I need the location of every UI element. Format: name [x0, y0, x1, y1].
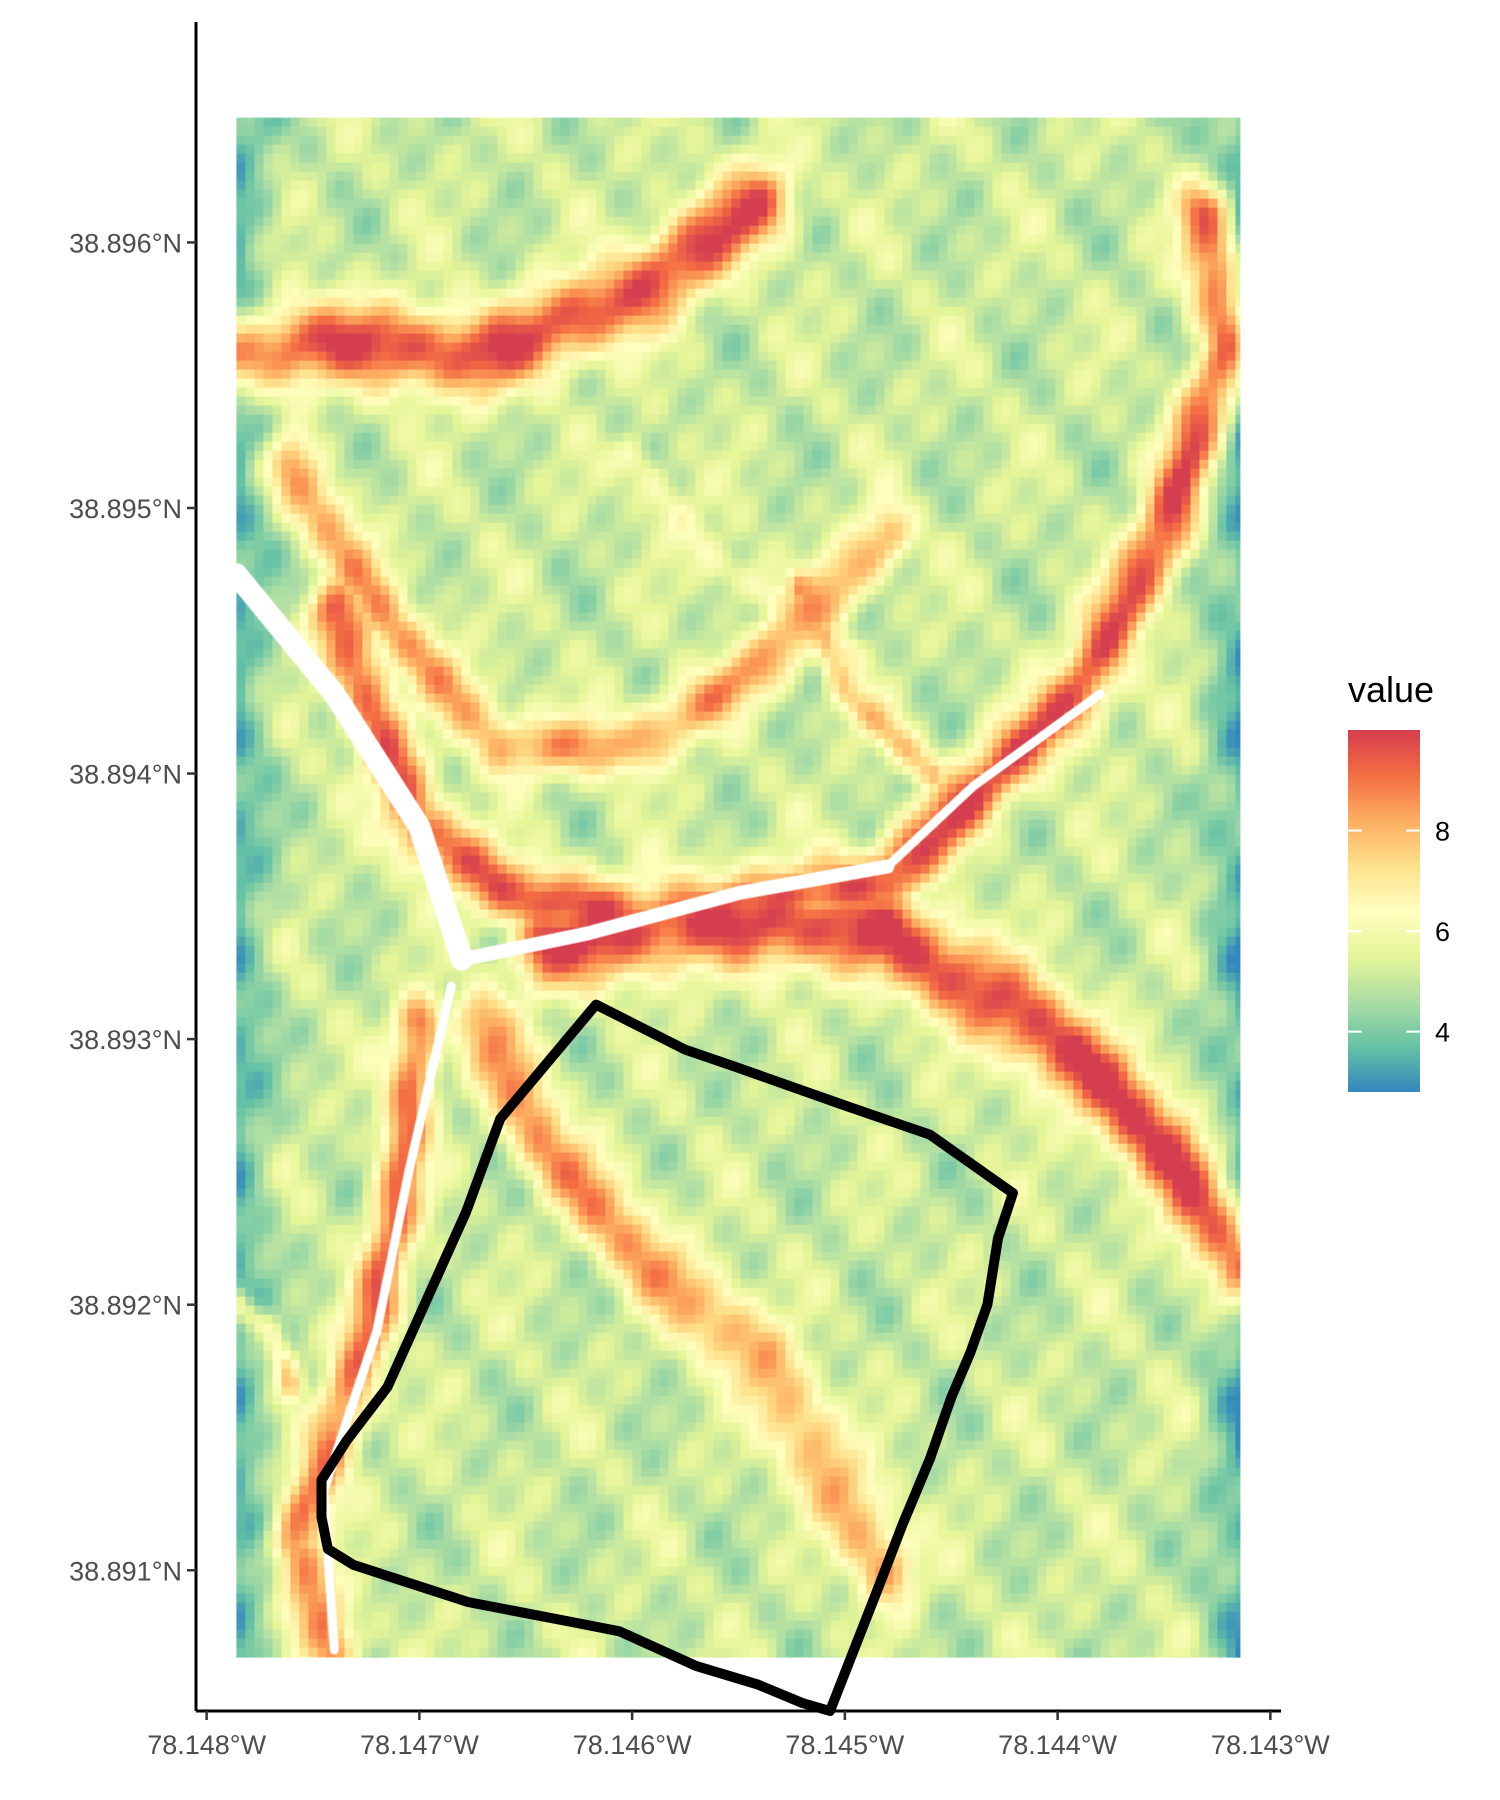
- raster-heatmap-image: [236, 117, 1241, 1658]
- y-tick-label: 38.894°N: [69, 760, 182, 790]
- y-tick-label: 38.892°N: [69, 1291, 182, 1321]
- legend-colorbar: [1348, 730, 1420, 1092]
- polygon-layer: [316, 999, 1018, 1716]
- x-axis-ticks: 78.148°W 78.147°W 78.146°W 78.145°W 78.144°W…: [147, 1711, 1330, 1760]
- legend-ticks: 4 6 8: [1348, 817, 1450, 1048]
- legend-tick-label: 8: [1435, 817, 1450, 847]
- x-tick-label: 78.145°W: [785, 1730, 904, 1760]
- legend-title: value: [1348, 669, 1434, 710]
- x-tick-label: 78.147°W: [360, 1730, 479, 1760]
- raster-layer: [236, 117, 1241, 1658]
- y-tick-label: 38.893°N: [69, 1025, 182, 1055]
- x-tick-label: 78.143°W: [1211, 1730, 1330, 1760]
- legend-tick-label: 6: [1435, 917, 1450, 947]
- y-axis-ticks: 38.896°N 38.895°N 38.894°N 38.893°N 38.892°N…: [69, 228, 196, 1586]
- y-tick-label: 38.891°N: [69, 1556, 182, 1586]
- legend-tick-label: 4: [1435, 1018, 1450, 1048]
- x-tick-label: 78.144°W: [998, 1730, 1117, 1760]
- legend-colorbar-gradient: [1348, 730, 1420, 1092]
- x-tick-label: 78.148°W: [147, 1730, 266, 1760]
- legend: value 4 6 8: [1348, 669, 1450, 1092]
- x-tick-label: 78.146°W: [573, 1730, 692, 1760]
- axes: [194, 22, 1281, 1713]
- y-tick-label: 38.896°N: [69, 228, 182, 258]
- study-area-polygon: [316, 999, 1018, 1716]
- y-tick-label: 38.895°N: [69, 494, 182, 524]
